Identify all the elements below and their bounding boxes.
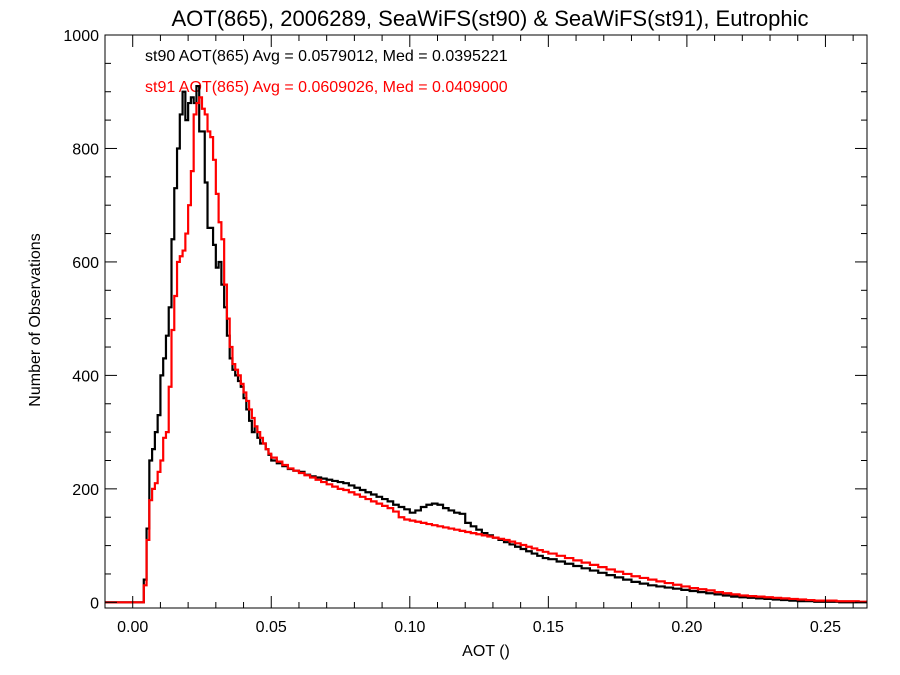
y-tick-label: 0 bbox=[90, 595, 99, 612]
series-line-st91 bbox=[105, 96, 867, 604]
series-stats-st91: st91 AOT(865) Avg = 0.0609026, Med = 0.0… bbox=[145, 79, 508, 96]
x-tick-label: 0.15 bbox=[533, 619, 564, 636]
x-tick-label: 0.25 bbox=[810, 619, 841, 636]
y-tick-label: 400 bbox=[72, 368, 99, 385]
axis-ticks: 0.00 0.05 0.10 0.15 0.20 0.25 0 200 400 600 800 100… bbox=[63, 28, 867, 636]
stats-annotations: st90 AOT(865) Avg = 0.0579012, Med = 0.0… bbox=[145, 48, 508, 96]
y-axis-label: Number of Observations bbox=[27, 233, 44, 406]
x-axis-label: AOT () bbox=[462, 643, 510, 660]
x-tick-label: 0.20 bbox=[671, 619, 702, 636]
y-tick-label: 1000 bbox=[63, 28, 99, 45]
y-tick-label: 200 bbox=[72, 482, 99, 499]
chart-title: AOT(865), 2006289, SeaWiFS(st90) & SeaWi… bbox=[171, 6, 808, 31]
series-line-st90 bbox=[105, 84, 867, 604]
x-tick-label: 0.10 bbox=[394, 619, 425, 636]
y-tick-label: 800 bbox=[72, 141, 99, 158]
y-tick-label: 600 bbox=[72, 255, 99, 272]
series-layer bbox=[105, 84, 867, 604]
series-stats-st90: st90 AOT(865) Avg = 0.0579012, Med = 0.0… bbox=[145, 48, 508, 65]
x-tick-label: 0.05 bbox=[256, 619, 287, 636]
plot-frame bbox=[104, 34, 868, 609]
x-tick-label: 0.00 bbox=[117, 619, 148, 636]
